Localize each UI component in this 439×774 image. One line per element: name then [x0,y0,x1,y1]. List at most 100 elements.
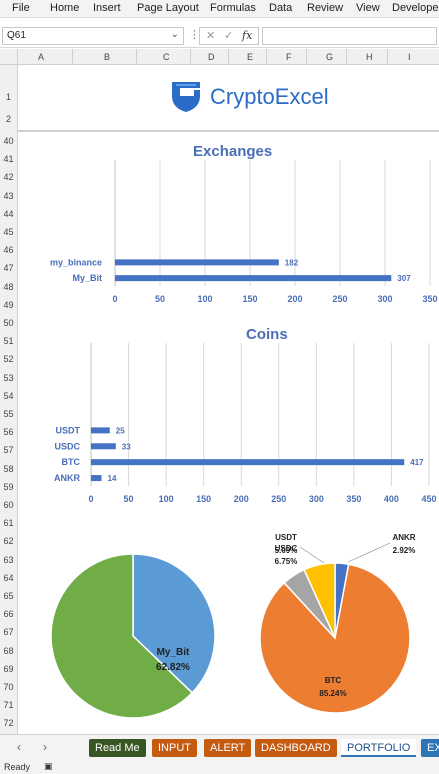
sheet-tab-dashboard[interactable]: DASHBOARD [255,739,337,757]
sheet-tab-ex[interactable]: EX [421,739,439,757]
coins-bar-chart: 0 50 100 150 200 250 300 350 400 450 USDT 25 USDC 33 B… [54,343,437,504]
row-header-1[interactable]: 1 [5,92,11,102]
column-header-a[interactable]: A [38,52,45,62]
column-divider [387,49,388,65]
x-tick-label: 150 [242,294,257,304]
row-header-45[interactable]: 45 [3,227,14,237]
column-header-g[interactable]: G [326,52,334,62]
row-header-70[interactable]: 70 [3,682,14,692]
column-header-h[interactable]: H [366,52,373,62]
menu-review[interactable]: Review [307,2,344,14]
menu-home[interactable]: Home [50,2,80,14]
x-tick-label: 100 [197,294,212,304]
pie-slice-my_binance [132,553,216,694]
row-header-65[interactable]: 65 [3,591,14,601]
bar-usdc [91,443,116,450]
row-header-40[interactable]: 40 [3,136,14,146]
x-tick-label: 450 [421,494,436,504]
menu-view[interactable]: View [356,2,380,14]
row-header-41[interactable]: 41 [3,154,14,165]
menu-page-layout[interactable]: Page Layout [137,2,199,14]
category-label: USDT [56,425,81,435]
slice-percent: 5.09% [275,546,298,555]
x-tick-label: 200 [234,494,249,504]
row-header-2[interactable]: 2 [5,114,11,124]
menu-data[interactable]: Data [269,2,293,14]
column-header-c[interactable]: C [163,52,170,62]
row-header-67[interactable]: 67 [3,627,14,638]
data-label: 307 [397,274,411,283]
cancel-icon[interactable]: ✕ [206,30,216,42]
row-header-47[interactable]: 47 [3,263,14,274]
bar-ankr [91,475,102,482]
row-header-42[interactable]: 42 [3,172,14,183]
row-header-54[interactable]: 54 [3,390,14,401]
column-header-b[interactable]: B [104,52,111,62]
row-header-50[interactable]: 50 [3,318,14,328]
x-tick-label: 250 [271,494,286,504]
row-header-48[interactable]: 48 [3,281,14,292]
column-header-i[interactable]: I [408,52,411,62]
x-tick-label: 0 [112,294,117,304]
column-header-d[interactable]: D [208,52,215,62]
check-icon[interactable]: ✓ [224,30,234,42]
row-header-69[interactable]: 69 [3,663,14,674]
slice-label: ANKR [392,533,415,542]
row-header-62[interactable]: 62 [3,536,14,547]
sheet-tab-portfolio[interactable]: PORTFOLIO [341,739,417,757]
row-header-52[interactable]: 52 [3,354,14,365]
row-header-44[interactable]: 44 [3,208,14,219]
row-header-61[interactable]: 61 [3,518,14,529]
category-label: ANKR [54,473,80,483]
row-header-68[interactable]: 68 [3,645,14,656]
accessibility-icon[interactable]: ▣ [44,761,53,771]
formula-input[interactable] [262,27,437,45]
function-icon[interactable]: fx [242,29,253,42]
sheet-tab-read-me[interactable]: Read Me [89,739,146,757]
row-header-66[interactable]: 66 [3,609,14,620]
column-divider [136,49,137,65]
column-header-e[interactable]: E [247,52,254,62]
row-header-56[interactable]: 56 [3,427,14,438]
x-tick-label: 0 [88,494,93,504]
sheet-tab-alert[interactable]: ALERT [204,739,252,757]
bar-btc [91,459,405,466]
chevron-left-icon[interactable]: ‹ [17,740,21,754]
menu-formulas[interactable]: Formulas [210,2,256,14]
row-header-63[interactable]: 63 [3,554,14,565]
x-tick-label: 50 [155,294,165,304]
row-header-51[interactable]: 51 [3,336,14,347]
row-header-43[interactable]: 43 [3,190,14,201]
category-label: BTC [62,457,81,467]
slice-percent: 62.82% [156,662,190,673]
row-header-60[interactable]: 60 [3,500,14,510]
row-header-72[interactable]: 72 [3,718,14,729]
name-box[interactable]: Q61 ⌄ [2,27,184,45]
sheet-tab-input[interactable]: INPUT [152,739,197,757]
select-all-corner[interactable] [0,49,18,65]
column-header-f[interactable]: F [286,52,292,62]
x-tick-label: 300 [309,494,324,504]
chevron-down-icon[interactable]: ⌄ [170,29,179,40]
row-header-58[interactable]: 58 [3,463,14,474]
cryptoexcel-logo: CryptoExcel [168,78,338,118]
row-header-64[interactable]: 64 [3,572,14,583]
chevron-right-icon[interactable]: › [43,740,47,754]
leader-line [347,542,391,563]
bar-my_bit [115,275,392,282]
ribbon-menu-bar: File Home Insert Page Layout Formulas Data Rev… [0,0,439,18]
row-header-53[interactable]: 53 [3,372,14,383]
row-header-59[interactable]: 59 [3,481,14,492]
data-label: 33 [122,442,131,451]
row-header-71[interactable]: 71 [3,700,14,711]
category-label: my_binance [50,257,102,267]
more-dots-icon[interactable]: ⋮ [189,29,200,41]
menu-developer[interactable]: Developer [392,2,439,14]
row-header-57[interactable]: 57 [3,445,14,456]
row-header-49[interactable]: 49 [3,299,14,310]
row-header-46[interactable]: 46 [3,245,14,256]
row-header-55[interactable]: 55 [3,409,14,419]
menu-file[interactable]: File [12,2,30,14]
menu-insert[interactable]: Insert [93,2,121,14]
